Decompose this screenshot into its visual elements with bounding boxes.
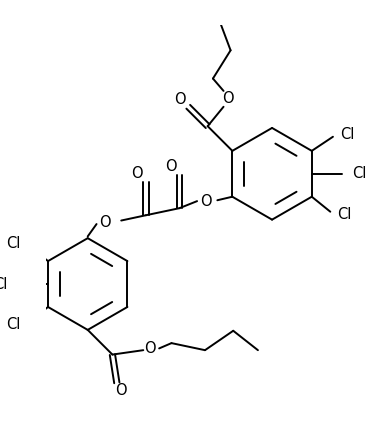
Text: O: O	[165, 159, 176, 174]
Text: O: O	[200, 194, 212, 209]
Text: O: O	[222, 91, 234, 106]
Text: Cl: Cl	[0, 276, 7, 292]
Text: O: O	[145, 341, 156, 356]
Text: Cl: Cl	[337, 207, 352, 222]
Text: Cl: Cl	[6, 236, 21, 251]
Text: Cl: Cl	[6, 317, 21, 332]
Text: Cl: Cl	[352, 166, 367, 181]
Text: O: O	[174, 92, 186, 107]
Text: O: O	[131, 166, 143, 181]
Text: O: O	[100, 215, 111, 230]
Text: O: O	[115, 383, 127, 398]
Text: Cl: Cl	[340, 128, 354, 142]
